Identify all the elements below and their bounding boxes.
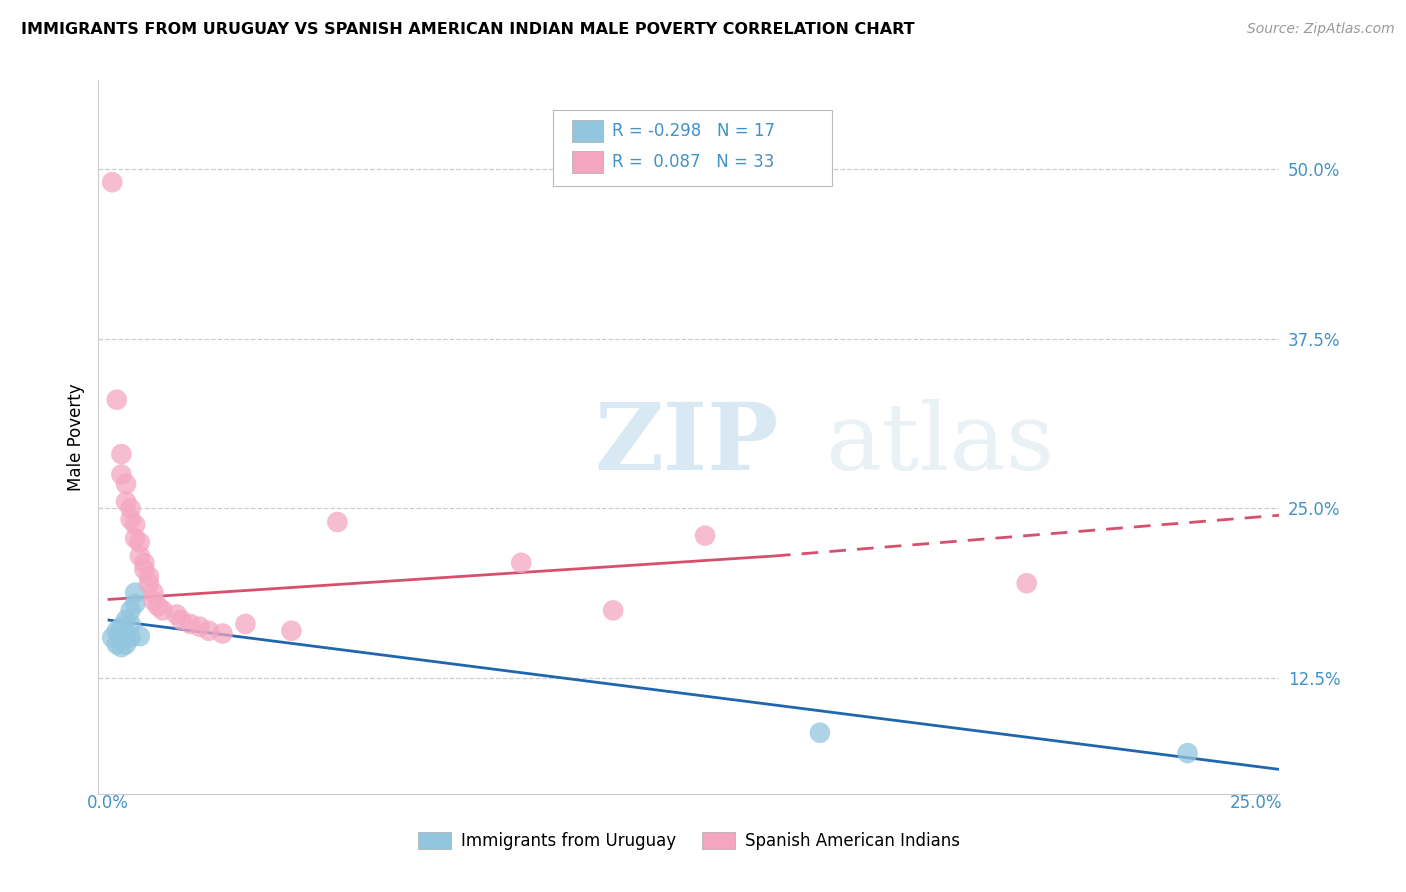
Point [197, 624, 219, 638]
Point [142, 594, 165, 608]
Point [138, 576, 160, 591]
Point [211, 626, 233, 640]
Point [124, 597, 146, 611]
Point [134, 556, 156, 570]
Point [101, 631, 124, 645]
Point [120, 603, 142, 617]
Point [188, 620, 211, 634]
Text: IMMIGRANTS FROM URUGUAY VS SPANISH AMERICAN INDIAN MALE POVERTY CORRELATION CHAR: IMMIGRANTS FROM URUGUAY VS SPANISH AMERI… [21, 22, 915, 37]
Text: Source: ZipAtlas.com: Source: ZipAtlas.com [1247, 22, 1395, 37]
Point [105, 392, 128, 407]
Point [115, 494, 138, 508]
Point [1015, 576, 1038, 591]
Text: 25.0%: 25.0% [1230, 794, 1282, 812]
Point [115, 637, 138, 651]
Point [115, 613, 138, 627]
Point [115, 477, 138, 491]
Text: R =  0.087   N = 33: R = 0.087 N = 33 [612, 153, 773, 171]
Point [124, 532, 146, 546]
Point [166, 607, 188, 622]
Point [808, 725, 831, 739]
Point [179, 617, 201, 632]
Point [115, 626, 138, 640]
Point [124, 517, 146, 532]
Point [280, 624, 302, 638]
Point [146, 599, 169, 614]
Point [170, 613, 193, 627]
Point [1177, 746, 1199, 760]
Point [110, 447, 132, 461]
Point [142, 585, 165, 599]
Legend: Immigrants from Uruguay, Spanish American Indians: Immigrants from Uruguay, Spanish America… [412, 825, 966, 857]
Point [124, 585, 146, 599]
Y-axis label: Male Poverty: Male Poverty [66, 384, 84, 491]
Point [510, 556, 533, 570]
Point [134, 563, 156, 577]
Point [235, 617, 257, 632]
Point [110, 640, 132, 654]
Point [152, 603, 174, 617]
Text: 0.0%: 0.0% [87, 794, 128, 812]
Point [138, 569, 160, 583]
Point [326, 515, 349, 529]
Point [120, 631, 142, 645]
Point [105, 637, 128, 651]
Point [128, 629, 150, 643]
Point [110, 620, 132, 634]
Point [128, 535, 150, 549]
Point [110, 467, 132, 482]
Point [602, 603, 624, 617]
Point [120, 617, 142, 632]
Point [105, 624, 128, 638]
Text: ZIP: ZIP [595, 400, 779, 489]
Point [101, 175, 124, 189]
Point [120, 501, 142, 516]
Point [693, 528, 716, 542]
Point [110, 631, 132, 645]
Text: atlas: atlas [825, 400, 1054, 489]
Point [128, 549, 150, 563]
Point [120, 512, 142, 526]
Text: R = -0.298   N = 17: R = -0.298 N = 17 [612, 122, 775, 140]
